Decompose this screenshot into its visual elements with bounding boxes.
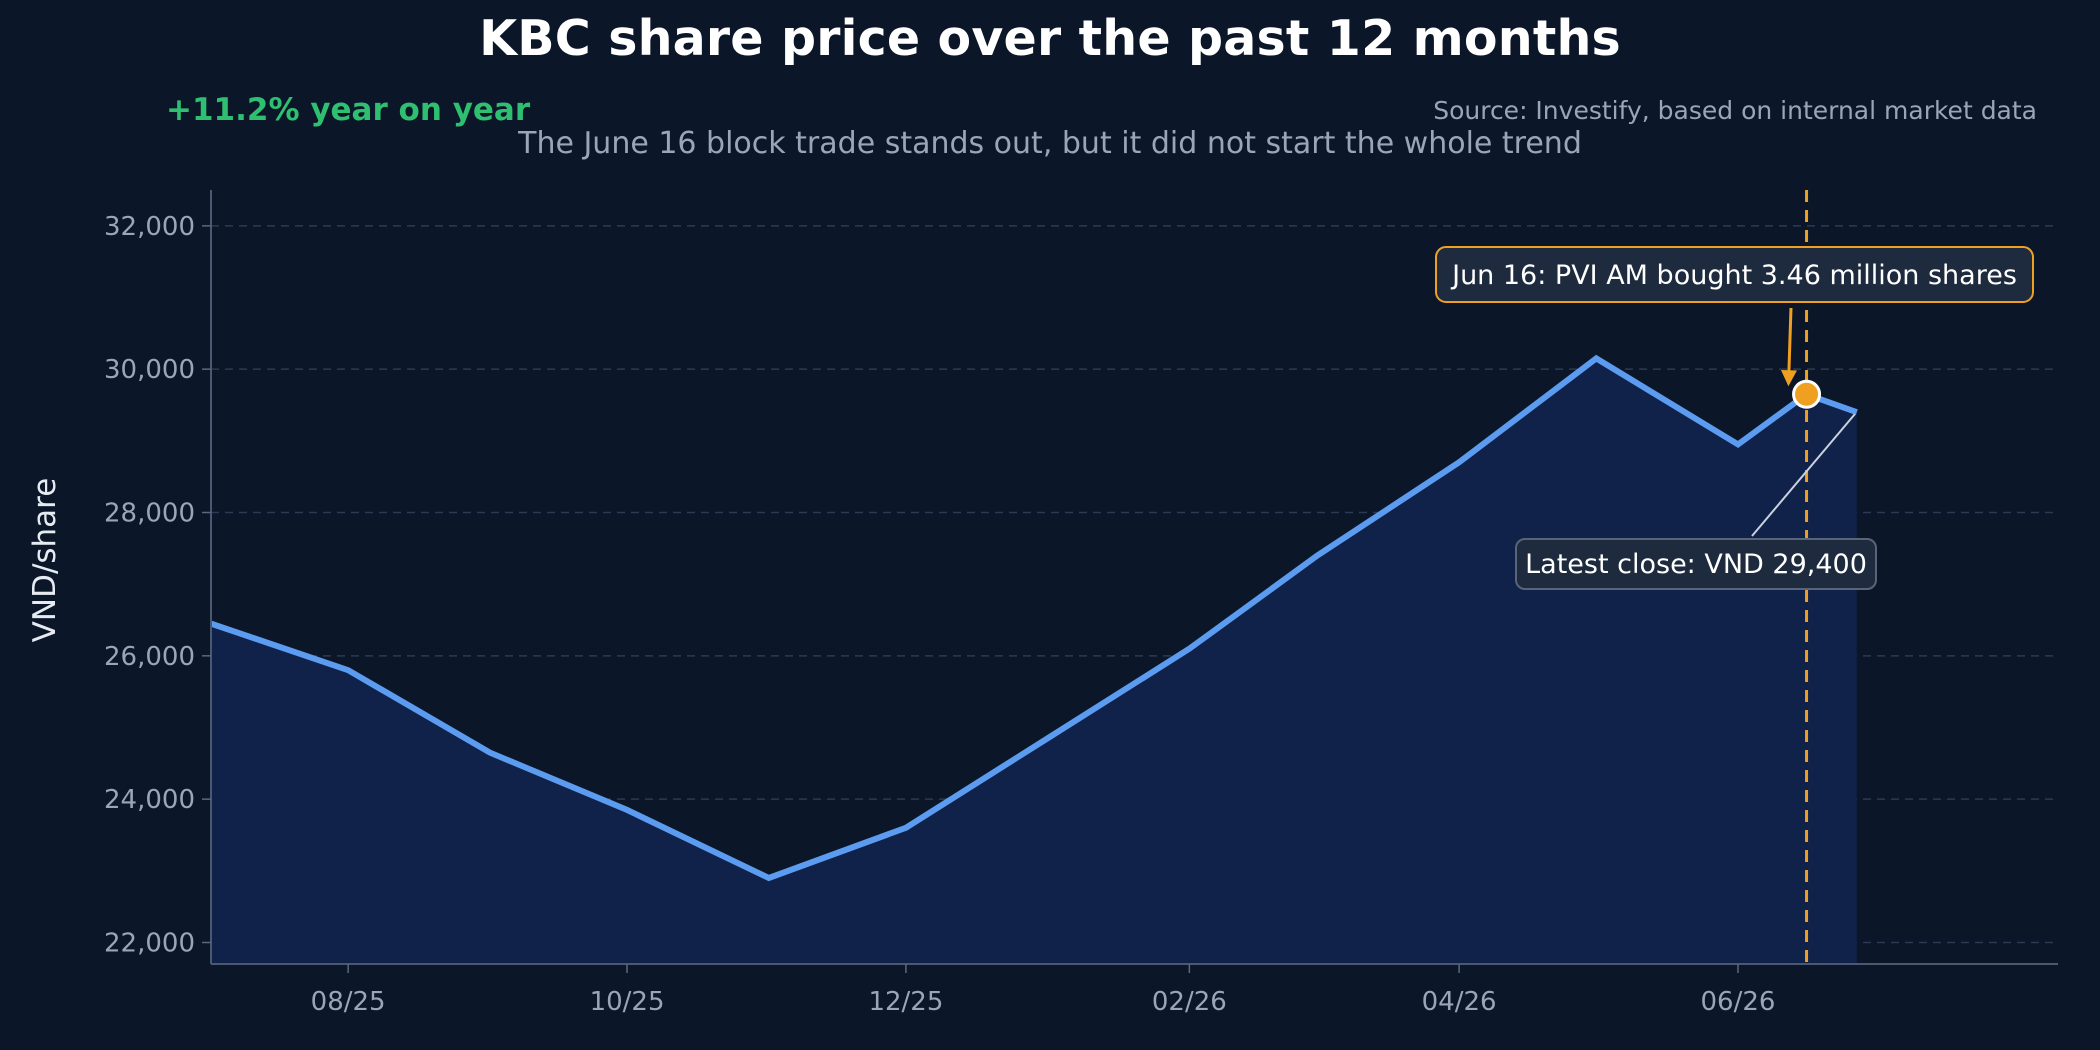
event-point-marker: [1792, 379, 1822, 409]
x-tick-label: 02/26: [1152, 987, 1227, 1017]
price-area-fill: [211, 358, 1857, 964]
y-axis-ticks: 22,000 24,000 26,000 28,000 30,000 32,000: [104, 212, 211, 959]
event-annotation-arrow: [1787, 307, 1793, 383]
latest-close-annotation-label: Latest close: VND 29,400: [1525, 549, 1867, 580]
event-annotation-box: [1435, 246, 2034, 303]
x-tick-label: 10/25: [590, 987, 665, 1017]
y-tick-label: 26,000: [104, 642, 195, 672]
x-tick-label: 04/26: [1422, 987, 1497, 1017]
latest-close-annotation-arrow: [1751, 413, 1856, 537]
x-tick-label: 08/25: [311, 987, 386, 1017]
source-note: Source: Investify, based on internal mar…: [1433, 96, 2037, 125]
latest-close-annotation-box: [1515, 538, 1877, 590]
chart-subtitle: The June 16 block trade stands out, but …: [518, 126, 1582, 161]
y-tick-label: 22,000: [104, 929, 195, 959]
y-tick-label: 24,000: [104, 785, 195, 815]
x-tick-label: 06/26: [1701, 987, 1776, 1017]
y-tick-label: 28,000: [104, 499, 195, 529]
x-tick-label: 12/25: [868, 987, 943, 1017]
axes: [210, 190, 2058, 965]
x-axis-ticks: 08/25 10/25 12/25 02/26 04/26 06/26: [311, 964, 1776, 1017]
price-series-line: [210, 354, 1858, 882]
y-tick-label: 30,000: [104, 355, 195, 385]
event-annotation-label: Jun 16: PVI AM bought 3.46 million share…: [1450, 260, 2017, 291]
y-axis-label: VND/share: [27, 478, 63, 643]
y-tick-label: 32,000: [104, 212, 195, 242]
yoy-change-label: +11.2% year on year: [166, 92, 531, 128]
chart-title: KBC share price over the past 12 months: [479, 10, 1621, 67]
event-annotation-arrowhead: [1780, 369, 1797, 387]
